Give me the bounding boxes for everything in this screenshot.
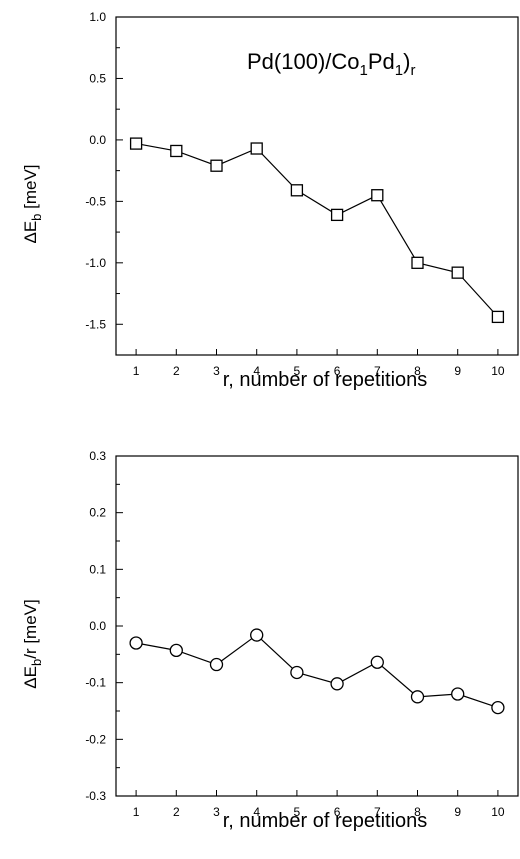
x-tick-label: 1 [133,364,140,378]
data-point-circle [290,665,304,680]
y-tick-label: -0.2 [85,732,106,746]
x-tick-label: 9 [454,364,461,378]
series-line [135,634,499,709]
plot-frame [115,455,519,797]
x-tick-label: 10 [491,805,505,819]
x-tick-label: 2 [173,364,180,378]
data-point-square [451,266,464,279]
y-tick-label: 0.5 [89,71,106,85]
data-point-circle [410,690,425,704]
data-point-square [129,137,143,150]
x-axis-title: r, number of repetitions [223,810,428,832]
data-point-square [411,256,424,269]
data-point-circle [370,655,384,669]
data-point-square [210,159,223,172]
data-point-circle [491,700,505,715]
chart-title-part: 1 [360,62,368,79]
plot-frame [115,16,519,356]
x-tick-label: 7 [374,364,381,378]
x-axis-title: r, number of repetitions [223,369,428,391]
y-axis-title-part: /r [meV] [21,599,40,659]
data-point-circle [250,628,264,642]
y-axis-title-part: [meV] [21,164,40,213]
y-tick-label: -1.5 [85,317,106,331]
x-tick-label: 5 [294,805,301,819]
data-point-circle [129,636,143,650]
y-tick-label: 0.0 [89,619,106,633]
y-axis-title-group: ΔEb/r [meV] [21,599,44,688]
x-tick-label: 7 [374,805,381,819]
panel-top: 1 2 3 4 5 6 7 8 9 10 -1.5 -1.0 -0.5 0.0 0.5 1.0 r, numbe… [21,10,519,391]
chart-title-part: Pd(100)/Co [247,49,360,74]
y-tick-label: 0.3 [89,449,106,463]
x-tick-label: 1 [133,805,140,819]
data-point-square [371,189,384,202]
chart-title: Pd(100)/Co1Pd1)r [247,49,415,79]
x-tick-label: 10 [491,364,505,378]
chart-title-part: r [410,62,415,79]
x-tick-label: 8 [414,805,421,819]
x-tick-label: 4 [253,805,260,819]
y-axis-title-part: b [29,214,44,221]
x-tick-label: 6 [334,805,341,819]
y-axis-title-part: ΔE [21,666,40,689]
y-axis-title: ΔEb [meV] [21,164,44,243]
y-tick-label: -1.0 [85,256,106,270]
chart-title-part: Pd [368,49,395,74]
chart-title-part: ) [403,49,410,74]
data-point-circle [209,657,224,672]
y-axis-title-part: ΔE [21,221,40,244]
y-axis-title-part: b [29,659,44,666]
data-point-square [491,310,505,324]
y-tick-label: 0.2 [89,506,106,520]
data-point-square [170,144,183,158]
x-tick-label: 3 [213,805,220,819]
y-tick-label: -0.5 [85,194,106,208]
data-point-square [290,184,304,197]
y-tick-label: 0.1 [89,562,106,576]
x-tick-label: 5 [294,364,301,378]
series-line [135,143,499,318]
x-tick-label: 9 [454,805,461,819]
x-tick-label: 2 [173,805,180,819]
panel-bottom: 1 2 3 4 5 6 7 8 9 10 -0.3 -0.2 -0.1 0.0 0.1 0.2 0.3 r, nu… [21,449,519,832]
y-axis-title: ΔEb/r [meV] [21,599,44,688]
y-axis-title-group: ΔEb [meV] [21,164,44,243]
x-tick-label: 3 [213,364,220,378]
x-tick-label: 8 [414,364,421,378]
y-tick-label: 0.0 [89,133,106,147]
data-point-circle [330,677,344,691]
y-tick-label: -0.3 [85,789,106,803]
data-point-square [250,142,263,155]
data-point-circle [451,687,465,701]
y-tick-label: -0.1 [85,676,106,690]
x-tick-label: 4 [253,364,260,378]
data-point-square [330,208,344,222]
chart-title-part: 1 [395,62,403,79]
data-point-circle [169,643,183,658]
x-tick-label: 6 [334,364,341,378]
y-tick-label: 1.0 [89,10,106,24]
